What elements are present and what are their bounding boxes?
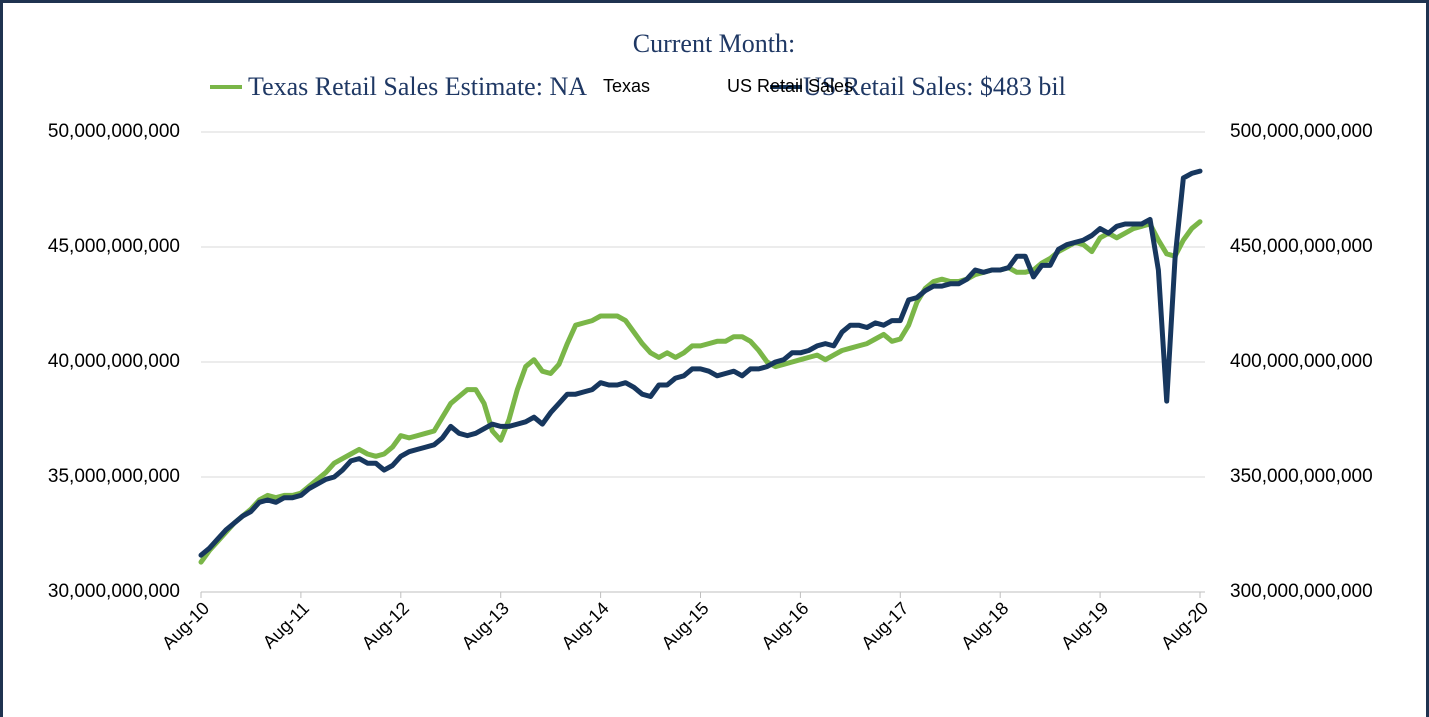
y2-tick-label: 450,000,000,000 <box>1230 236 1373 257</box>
series-line <box>198 168 1203 558</box>
y2-tick-label: 300,000,000,000 <box>1230 581 1373 602</box>
y-tick-label: 50,000,000,000 <box>48 121 180 142</box>
y2-tick-label: 400,000,000,000 <box>1230 351 1373 372</box>
y-tick-label: 40,000,000,000 <box>48 351 180 372</box>
legend-label: Texas <box>603 76 650 96</box>
annotation: US Retail Sales: $483 bil <box>803 72 1066 101</box>
annotation: Texas Retail Sales Estimate: NA <box>248 72 587 101</box>
y-tick-label: 45,000,000,000 <box>48 236 180 257</box>
y2-tick-label: 350,000,000,000 <box>1230 466 1373 487</box>
legend-label: US Retail Sales <box>727 76 853 96</box>
y2-tick-label: 500,000,000,000 <box>1230 121 1373 142</box>
y-tick-label: 30,000,000,000 <box>48 581 180 602</box>
chart-title: Current Month: <box>633 29 796 58</box>
y-tick-label: 35,000,000,000 <box>48 466 180 487</box>
series-line <box>198 219 1203 565</box>
